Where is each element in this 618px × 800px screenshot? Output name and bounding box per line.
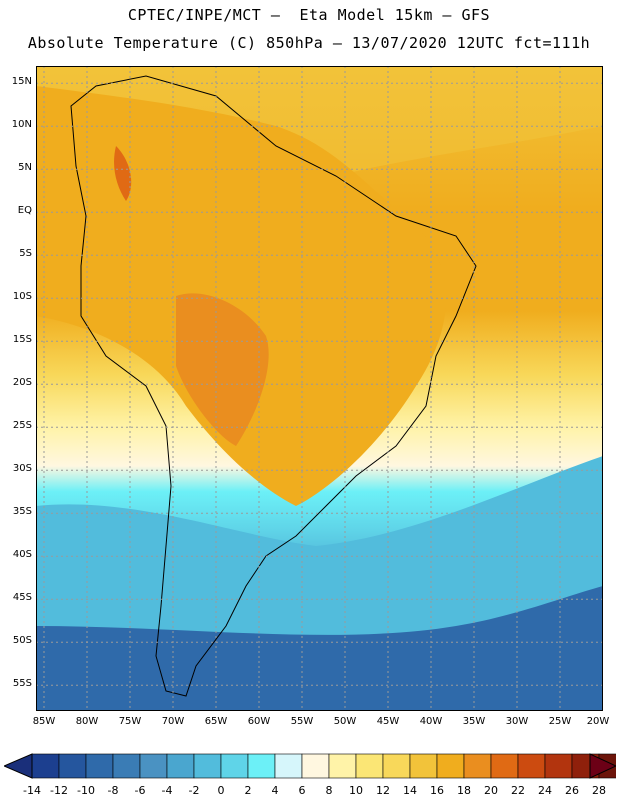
colorbar-tick-label: 2 xyxy=(244,784,252,797)
tropical-warm-region xyxy=(36,86,446,506)
title-line-2: Absolute Temperature (C) 850hPa — 13/07/… xyxy=(27,34,591,52)
colorbar-tick-label: 12 xyxy=(376,784,390,797)
colorbar-cell xyxy=(409,753,438,779)
colorbar-cell xyxy=(85,753,114,779)
lon-label: 70W xyxy=(161,716,185,727)
colorbar-cell xyxy=(355,753,384,779)
colorbar-cell xyxy=(58,753,87,779)
colorbar-cell xyxy=(382,753,411,779)
lat-label: 10N xyxy=(11,119,32,130)
colorbar-tick-label: 28 xyxy=(592,784,606,797)
lon-label: 55W xyxy=(290,716,314,727)
colorbar-tick-label: 14 xyxy=(403,784,417,797)
lon-label: 50W xyxy=(333,716,357,727)
lon-label: 35W xyxy=(462,716,486,727)
colorbar-cell xyxy=(328,753,357,779)
lat-label: 40S xyxy=(12,549,32,560)
lat-label: 35S xyxy=(12,506,32,517)
colorbar-cell xyxy=(247,753,276,779)
lon-label: 40W xyxy=(419,716,443,727)
colorbar-tick-label: 18 xyxy=(457,784,471,797)
color-scale-cells xyxy=(31,753,616,779)
lat-label: EQ xyxy=(17,205,32,216)
colorbar-cell xyxy=(166,753,195,779)
colorbar-tick-label: 22 xyxy=(511,784,525,797)
colorbar-cell xyxy=(139,753,168,779)
colorbar-tick-label: -4 xyxy=(161,784,173,797)
colorbar-tick-label: -2 xyxy=(188,784,200,797)
lon-label: 75W xyxy=(118,716,142,727)
colorbar-tick-label: 0 xyxy=(217,784,225,797)
colorbar-tick-label: -8 xyxy=(107,784,119,797)
colorbar-cell xyxy=(463,753,492,779)
lon-label: 30W xyxy=(505,716,529,727)
colorbar-cell xyxy=(517,753,546,779)
lon-label: 80W xyxy=(75,716,99,727)
colorbar-cell xyxy=(193,753,222,779)
colorbar-cell xyxy=(301,753,330,779)
map-border xyxy=(36,66,603,711)
lat-label: 55S xyxy=(12,678,32,689)
colorbar-tick-label: -10 xyxy=(77,784,95,797)
lat-label: 15N xyxy=(11,76,32,87)
lon-label: 65W xyxy=(204,716,228,727)
colorbar-tick-label: 6 xyxy=(298,784,306,797)
colombia-hot-spot xyxy=(114,146,132,201)
lat-label: 5N xyxy=(18,162,32,173)
lon-label: 20W xyxy=(586,716,610,727)
lat-label: 50S xyxy=(12,635,32,646)
lat-label: 25S xyxy=(12,420,32,431)
colorbar-right-arrow xyxy=(589,753,616,779)
cold-southern-core xyxy=(36,586,603,711)
lon-label: 25W xyxy=(548,716,572,727)
colorbar-tick-label: 10 xyxy=(349,784,363,797)
lat-label: 10S xyxy=(12,291,32,302)
colorbar-tick-label: 24 xyxy=(538,784,552,797)
colorbar-tick-label: 20 xyxy=(484,784,498,797)
colorbar-cell xyxy=(112,753,141,779)
colorbar-left-arrow xyxy=(4,753,33,779)
colorbar-tick-label: -14 xyxy=(23,784,41,797)
lon-label: 45W xyxy=(376,716,400,727)
colorbar-tick-label: 4 xyxy=(271,784,279,797)
lon-label: 60W xyxy=(247,716,271,727)
lat-label: 15S xyxy=(12,334,32,345)
colorbar-cell xyxy=(31,753,60,779)
colorbar-cell xyxy=(220,753,249,779)
colorbar-tick-label: 26 xyxy=(565,784,579,797)
chaco-hot-spot xyxy=(176,293,269,446)
colorbar-cell xyxy=(544,753,573,779)
colorbar-cell xyxy=(274,753,303,779)
lon-label: 85W xyxy=(32,716,56,727)
color-scale-bar xyxy=(4,753,616,779)
colorbar-cell xyxy=(436,753,465,779)
title-line-1: CPTEC/INPE/MCT — Eta Model 15km — GFS xyxy=(127,6,491,24)
temperature-map xyxy=(36,66,603,711)
colorbar-tick-label: 8 xyxy=(325,784,333,797)
colorbar-cell xyxy=(490,753,519,779)
lat-label: 5S xyxy=(19,248,32,259)
lat-label: 45S xyxy=(12,592,32,603)
colorbar-tick-label: 16 xyxy=(430,784,444,797)
lat-label: 20S xyxy=(12,377,32,388)
lat-label: 30S xyxy=(12,463,32,474)
colorbar-tick-label: -6 xyxy=(134,784,146,797)
colorbar-tick-label: -12 xyxy=(50,784,68,797)
south-america-outline xyxy=(70,75,477,697)
